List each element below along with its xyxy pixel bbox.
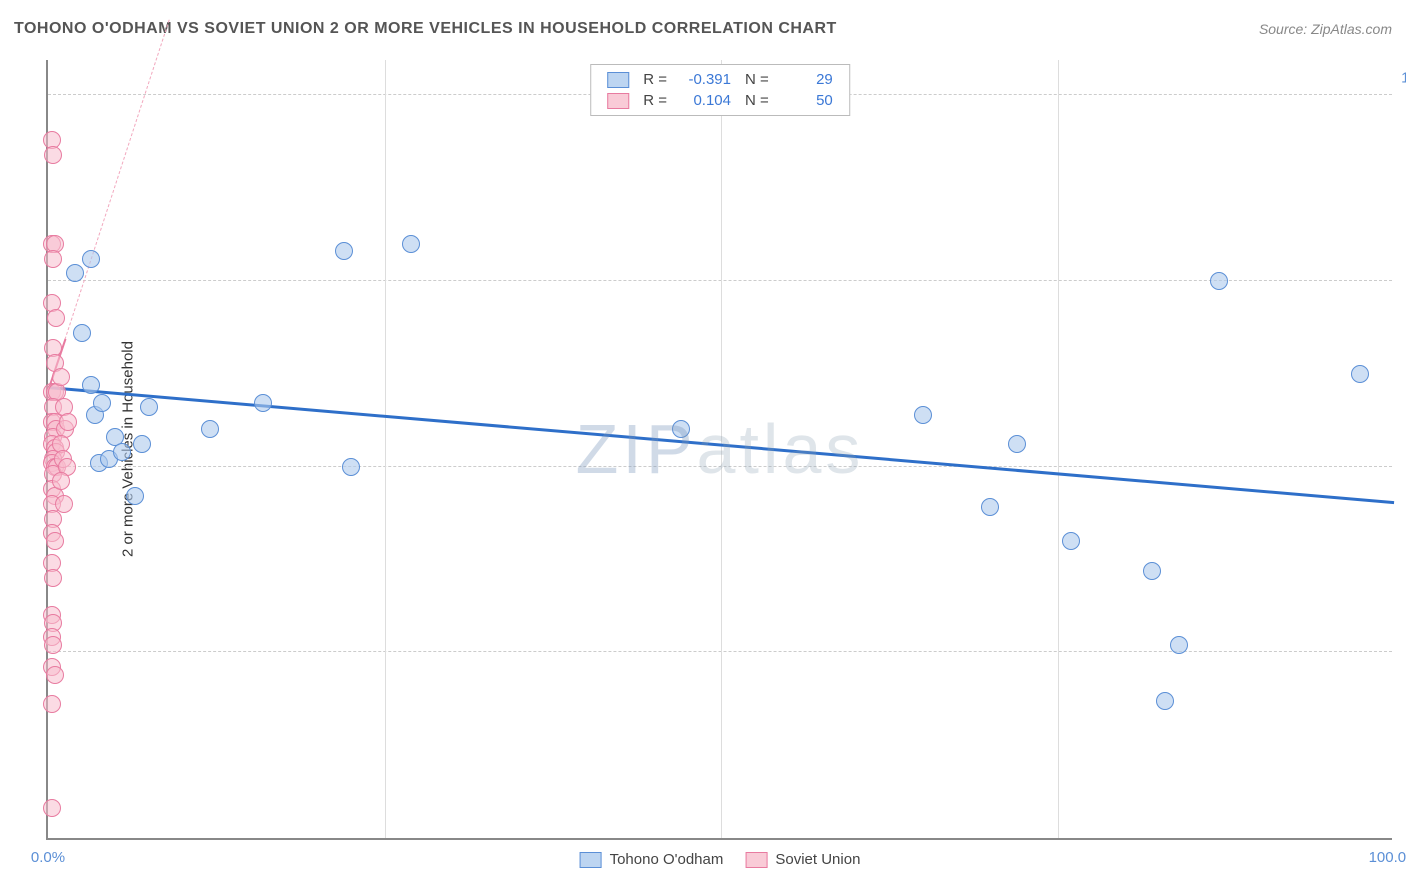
data-point: [46, 666, 64, 684]
data-point: [914, 406, 932, 424]
n-label: N =: [745, 92, 769, 109]
data-point: [1062, 532, 1080, 550]
data-point: [55, 495, 73, 513]
data-point: [59, 413, 77, 431]
chart-source: Source: ZipAtlas.com: [1259, 21, 1392, 37]
data-point: [1170, 636, 1188, 654]
y-tick-label: 100.0%: [1401, 70, 1406, 87]
data-point: [93, 394, 111, 412]
data-point: [44, 569, 62, 587]
r-label: R =: [643, 71, 667, 88]
scatter-plot: ZIPatlas 2 or more Vehicles in Household…: [46, 60, 1392, 840]
gridline-h: [48, 651, 1392, 652]
data-point: [126, 487, 144, 505]
data-point: [44, 250, 62, 268]
data-point: [1210, 272, 1228, 290]
data-point: [43, 695, 61, 713]
gridline-v: [385, 60, 386, 838]
r-label: R =: [643, 92, 667, 109]
data-point: [82, 250, 100, 268]
gridline-h: [48, 280, 1392, 281]
data-point: [1008, 435, 1026, 453]
legend-item-pink: Soviet Union: [745, 851, 860, 868]
swatch-pink-icon: [607, 93, 629, 109]
data-point: [43, 799, 61, 817]
gridline-v: [721, 60, 722, 838]
swatch-blue-icon: [607, 72, 629, 88]
legend-row-blue: R = -0.391 N = 29: [591, 69, 849, 90]
correlation-legend: R = -0.391 N = 29 R = 0.104 N = 50: [590, 64, 850, 116]
r-value-pink: 0.104: [681, 92, 731, 109]
data-point: [1143, 562, 1161, 580]
swatch-pink-icon: [745, 852, 767, 868]
data-point: [44, 636, 62, 654]
data-point: [52, 472, 70, 490]
data-point: [82, 376, 100, 394]
data-point: [73, 324, 91, 342]
data-point: [1351, 365, 1369, 383]
data-point: [52, 368, 70, 386]
data-point: [47, 309, 65, 327]
swatch-blue-icon: [580, 852, 602, 868]
data-point: [402, 235, 420, 253]
legend-label-pink: Soviet Union: [775, 851, 860, 868]
data-point: [66, 264, 84, 282]
data-point: [672, 420, 690, 438]
data-point: [201, 420, 219, 438]
x-tick-label: 100.0%: [1369, 849, 1406, 866]
data-point: [133, 435, 151, 453]
data-point: [981, 498, 999, 516]
n-label: N =: [745, 71, 769, 88]
data-point: [140, 398, 158, 416]
legend-item-blue: Tohono O'odham: [580, 851, 724, 868]
legend-row-pink: R = 0.104 N = 50: [591, 90, 849, 111]
series-legend: Tohono O'odham Soviet Union: [580, 851, 861, 868]
data-point: [113, 443, 131, 461]
gridline-h: [48, 466, 1392, 467]
legend-label-blue: Tohono O'odham: [610, 851, 724, 868]
watermark: ZIPatlas: [576, 409, 865, 489]
n-value-blue: 29: [783, 71, 833, 88]
trendline: [48, 20, 170, 392]
n-value-pink: 50: [783, 92, 833, 109]
data-point: [254, 394, 272, 412]
data-point: [1156, 692, 1174, 710]
chart-title: TOHONO O'ODHAM VS SOVIET UNION 2 OR MORE…: [14, 20, 837, 38]
r-value-blue: -0.391: [681, 71, 731, 88]
data-point: [335, 242, 353, 260]
gridline-v: [1058, 60, 1059, 838]
data-point: [46, 532, 64, 550]
data-point: [44, 146, 62, 164]
chart-header: TOHONO O'ODHAM VS SOVIET UNION 2 OR MORE…: [14, 20, 1392, 38]
data-point: [342, 458, 360, 476]
x-tick-label: 0.0%: [31, 849, 65, 866]
